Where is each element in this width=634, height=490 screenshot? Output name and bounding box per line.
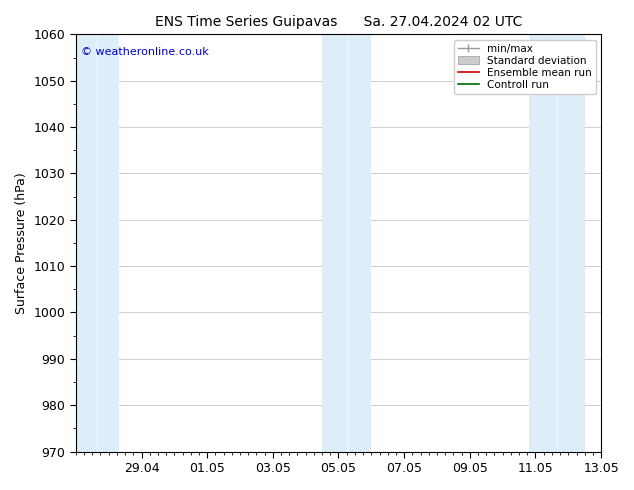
Bar bbox=[529, 34, 585, 452]
Y-axis label: Surface Pressure (hPa): Surface Pressure (hPa) bbox=[15, 172, 28, 314]
Bar bbox=[76, 34, 119, 452]
Bar bbox=[322, 34, 372, 452]
Legend: min/max, Standard deviation, Ensemble mean run, Controll run: min/max, Standard deviation, Ensemble me… bbox=[454, 40, 596, 94]
Title: ENS Time Series Guipavas      Sa. 27.04.2024 02 UTC: ENS Time Series Guipavas Sa. 27.04.2024 … bbox=[155, 15, 522, 29]
Text: © weatheronline.co.uk: © weatheronline.co.uk bbox=[81, 47, 209, 57]
